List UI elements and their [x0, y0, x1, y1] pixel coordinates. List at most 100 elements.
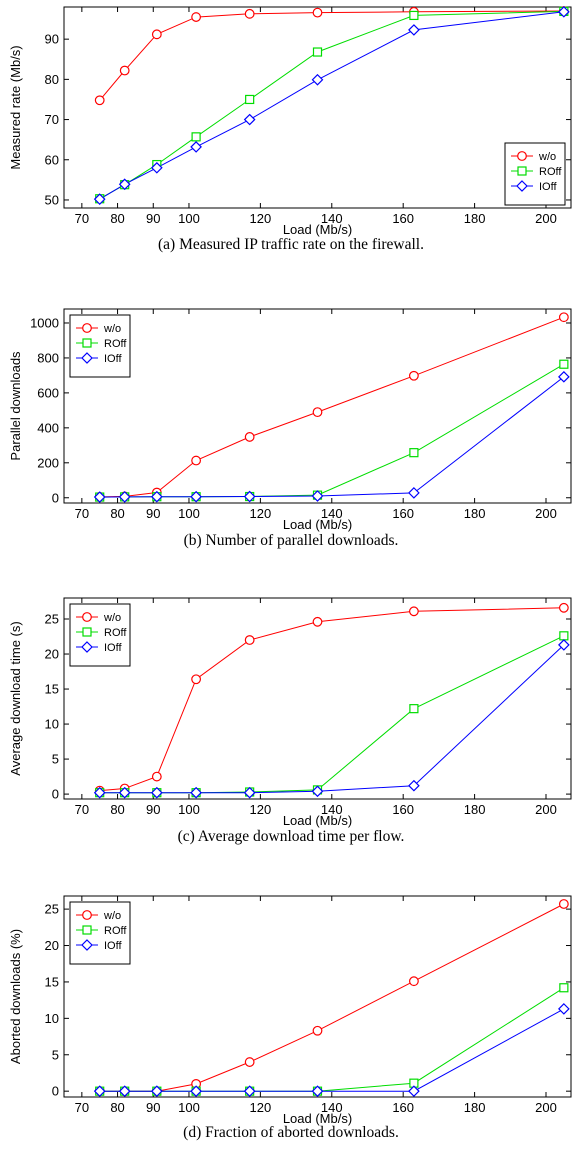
- data-point-IOff: [408, 487, 420, 499]
- y-axis-label: Aborted downloads (%): [8, 929, 23, 1064]
- data-point-IOff: [311, 785, 324, 798]
- plot-frame: [63, 895, 572, 1098]
- x-tick-label: 90: [146, 506, 160, 521]
- figure-caption: (d) Fraction of aborted downloads.: [183, 1124, 399, 1141]
- series-line-ROff: [99, 987, 565, 1092]
- data-point-IOff: [150, 161, 163, 174]
- data-point-ROff: [559, 983, 569, 993]
- data-point-w/o: [312, 1025, 323, 1036]
- data-point-IOff: [408, 779, 420, 792]
- y-tick-label: 15: [45, 682, 59, 697]
- y-tick-label: 400: [37, 420, 59, 435]
- y-tick-label: 0: [52, 1084, 59, 1099]
- legend-marker-w/o: [82, 612, 92, 622]
- data-point-ROff: [245, 94, 255, 105]
- data-point-IOff: [190, 1085, 202, 1098]
- legend-marker-IOff: [516, 180, 528, 192]
- x-tick-label: 90: [146, 211, 160, 226]
- series-line-w/o: [99, 607, 564, 792]
- y-tick-label: 0: [52, 490, 59, 505]
- chart-3: 70 80 90 100 120 140 160 180 200 0 5 10 15 20 25 Load (…: [8, 895, 572, 1141]
- data-point-IOff: [243, 786, 256, 799]
- x-tick-label: 80: [110, 211, 124, 226]
- legend: w/o ROff IOff: [69, 603, 131, 667]
- y-tick-label: 1000: [30, 315, 59, 330]
- plot-frame: [63, 6, 572, 209]
- x-tick-label: 160: [392, 211, 414, 226]
- x-tick-label: 180: [464, 802, 486, 817]
- legend-marker-w/o: [82, 910, 92, 920]
- data-point-IOff: [150, 1085, 163, 1098]
- legend-label: IOff: [104, 353, 122, 365]
- data-point-IOff: [243, 1085, 256, 1098]
- chart-0: 70 80 90 100 120 140 160 180 200 50 60 70 80 90 Load (…: [8, 5, 572, 253]
- legend-label: w/o: [538, 151, 556, 163]
- y-tick-label: 5: [52, 1047, 59, 1062]
- figure-caption: (b) Number of parallel downloads.: [184, 532, 399, 549]
- x-tick-label: 180: [464, 1100, 486, 1115]
- x-tick-label: 200: [535, 1100, 557, 1115]
- data-point-IOff: [118, 786, 131, 799]
- legend: w/o ROff IOff: [504, 142, 566, 206]
- y-tick-label: 15: [45, 974, 59, 989]
- data-point-w/o: [312, 7, 323, 18]
- legend-label: IOff: [104, 940, 122, 952]
- x-tick-label: 180: [464, 211, 486, 226]
- y-tick-label: 600: [37, 385, 59, 400]
- y-tick-label: 10: [45, 717, 59, 732]
- x-tick-label: 120: [250, 211, 272, 226]
- data-point-w/o: [191, 674, 202, 685]
- x-tick-label: 90: [146, 802, 160, 817]
- y-tick-label: 800: [37, 350, 59, 365]
- x-tick-label: 180: [464, 506, 486, 521]
- x-tick-label: 140: [321, 802, 343, 817]
- x-tick-label: 80: [110, 1100, 124, 1115]
- y-tick-label: 0: [52, 787, 59, 802]
- data-point-ROff: [409, 704, 419, 714]
- x-tick-label: 160: [392, 1100, 414, 1115]
- data-point-ROff: [312, 47, 323, 57]
- data-point-w/o: [558, 899, 569, 909]
- legend: w/o ROff IOff: [69, 901, 131, 965]
- x-axis-label: Load (Mb/s): [283, 1111, 352, 1126]
- x-tick-label: 100: [178, 211, 200, 226]
- y-axis-label: Measured rate (Mb/s): [8, 45, 23, 169]
- data-point-IOff: [118, 178, 131, 191]
- y-tick-label: 10: [45, 1011, 59, 1026]
- data-point-IOff: [93, 491, 106, 503]
- series-line-ROff: [99, 635, 565, 794]
- plot-frame: [63, 308, 572, 504]
- legend-label: IOff: [104, 642, 122, 654]
- y-tick-label: 90: [45, 32, 59, 47]
- x-tick-label: 200: [535, 506, 557, 521]
- y-tick-label: 5: [52, 752, 59, 767]
- series-line-w/o: [99, 316, 565, 498]
- x-axis-label: Load (Mb/s): [283, 813, 352, 828]
- x-tick-label: 200: [535, 802, 557, 817]
- x-axis-label: Load (Mb/s): [283, 222, 352, 237]
- y-axis-label: Parallel downloads: [8, 351, 23, 461]
- x-tick-label: 140: [321, 211, 343, 226]
- y-tick-label: 50: [45, 192, 59, 207]
- x-tick-label: 140: [321, 1100, 343, 1115]
- data-point-IOff: [93, 193, 106, 206]
- y-axis-label: Average download time (s): [8, 621, 23, 775]
- x-tick-label: 200: [535, 211, 557, 226]
- data-point-IOff: [93, 786, 106, 799]
- x-tick-label: 140: [321, 506, 343, 521]
- y-tick-label: 20: [45, 938, 59, 953]
- x-tick-label: 70: [75, 506, 89, 521]
- legend-box: [69, 314, 131, 378]
- data-point-IOff: [311, 1085, 324, 1098]
- data-point-IOff: [558, 370, 570, 383]
- legend: w/o ROff IOff: [69, 314, 131, 378]
- data-point-w/o: [558, 312, 569, 323]
- legend-box: [69, 901, 131, 965]
- x-tick-label: 70: [75, 211, 89, 226]
- data-point-IOff: [118, 1085, 131, 1098]
- data-point-w/o: [151, 771, 162, 782]
- series-line-IOff: [99, 1008, 565, 1092]
- x-tick-label: 100: [178, 1100, 200, 1115]
- y-tick-label: 200: [37, 455, 59, 470]
- data-point-ROff: [191, 132, 201, 142]
